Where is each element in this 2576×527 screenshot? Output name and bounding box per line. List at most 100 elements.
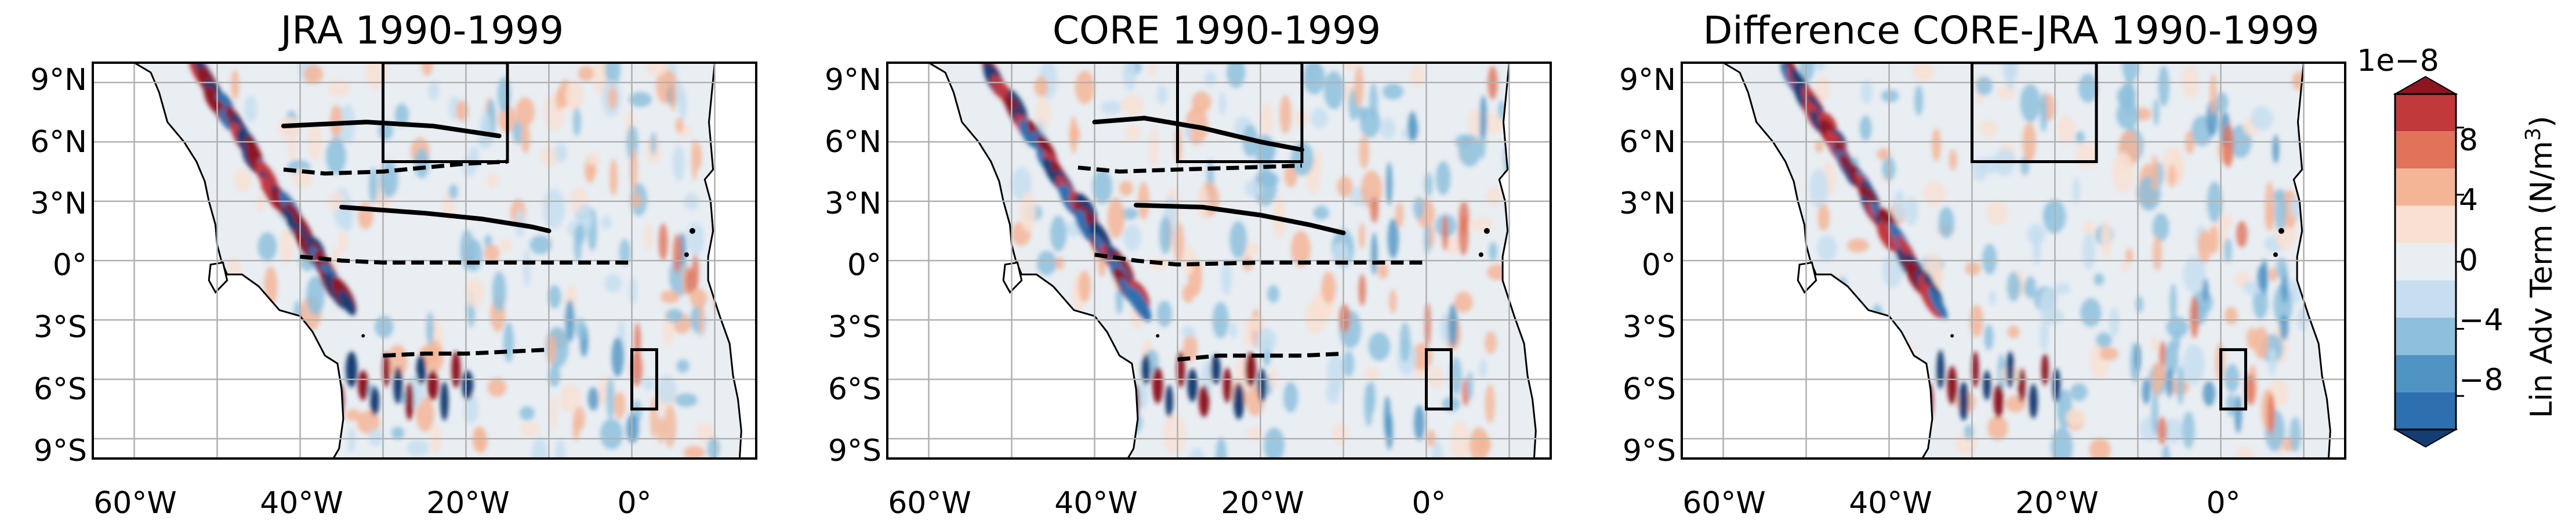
field-stripe bbox=[1257, 368, 1267, 402]
field-patch bbox=[1377, 263, 1388, 279]
field-patch bbox=[1938, 207, 1954, 239]
field-patch bbox=[1395, 202, 1404, 228]
field-patch bbox=[394, 103, 409, 127]
field-stripe bbox=[1983, 370, 1991, 400]
field-patch bbox=[1424, 224, 1431, 255]
field-patch bbox=[256, 193, 266, 212]
field-stripe bbox=[1165, 385, 1173, 418]
field-patch bbox=[2182, 412, 2195, 449]
field-patch bbox=[2151, 390, 2158, 434]
colorbar-tick-label: 4 bbox=[2459, 183, 2478, 218]
field-patch bbox=[672, 145, 685, 182]
field-patch bbox=[676, 359, 690, 373]
field-patch bbox=[1313, 205, 1329, 220]
field-patch bbox=[1431, 441, 1443, 459]
field-stripe bbox=[1222, 367, 1232, 403]
field-patch bbox=[1148, 63, 1156, 77]
contour-solid-line bbox=[1134, 203, 1346, 236]
colorbar-block bbox=[2395, 355, 2456, 392]
field-patch bbox=[1221, 259, 1232, 295]
field-patch bbox=[1458, 215, 1469, 255]
field-patch bbox=[1204, 71, 1217, 86]
field-patch bbox=[707, 437, 720, 459]
field-patch bbox=[231, 70, 240, 100]
field-patch bbox=[2075, 131, 2085, 143]
island-marker bbox=[684, 252, 689, 257]
field-patch bbox=[598, 375, 609, 406]
field-patch bbox=[1923, 181, 1946, 207]
field-patch bbox=[2056, 115, 2076, 145]
field-patch bbox=[634, 322, 641, 360]
field-patch bbox=[578, 66, 594, 81]
field-patch bbox=[2202, 278, 2209, 303]
field-patch bbox=[2109, 307, 2120, 337]
field-patch bbox=[1189, 447, 1205, 459]
field-stripe bbox=[2018, 368, 2026, 403]
field-patch bbox=[2082, 232, 2096, 270]
field-patch bbox=[1387, 218, 1399, 259]
field-patch bbox=[2234, 395, 2242, 434]
field-patch bbox=[428, 81, 440, 100]
field-patch bbox=[1979, 120, 1998, 138]
field-patch bbox=[2273, 284, 2292, 326]
field-patch bbox=[660, 290, 680, 304]
colorbar-label: Lin Adv Term (N/m3) bbox=[2521, 115, 2560, 418]
field-patch bbox=[1323, 71, 1344, 110]
field-stripe bbox=[346, 351, 358, 388]
field-patch bbox=[1156, 84, 1168, 104]
island-marker bbox=[689, 228, 695, 234]
field-patch bbox=[1358, 274, 1366, 306]
field-patch bbox=[2246, 327, 2258, 350]
field-patch bbox=[1034, 76, 1048, 97]
field-patch bbox=[1163, 414, 1186, 454]
map-frame bbox=[92, 62, 757, 460]
field-patch bbox=[1976, 76, 1993, 96]
colorbar-ticks bbox=[2456, 127, 2464, 397]
field-stripe bbox=[416, 354, 426, 385]
field-patch bbox=[1101, 100, 1122, 115]
field-patch bbox=[531, 437, 548, 459]
field-patch bbox=[600, 418, 623, 450]
field-patch bbox=[416, 396, 434, 432]
map-layer bbox=[886, 62, 1552, 460]
colorbar-blocks bbox=[2393, 75, 2458, 448]
field-patch bbox=[1070, 115, 1077, 154]
field-patch bbox=[306, 276, 325, 316]
field-stripe bbox=[1187, 369, 1198, 402]
y-tick-label: 0° bbox=[847, 248, 881, 283]
y-tick-label: 9°S bbox=[1623, 434, 1676, 468]
field-patch bbox=[1321, 272, 1336, 304]
field-patch bbox=[1149, 127, 1159, 167]
field-patch bbox=[626, 414, 639, 443]
field-patch bbox=[685, 268, 695, 294]
field-patch bbox=[2153, 98, 2160, 126]
field-patch bbox=[1119, 181, 1133, 196]
field-patch bbox=[1987, 415, 2008, 441]
y-tick-label: 6°N bbox=[30, 125, 87, 160]
field-patch bbox=[2080, 298, 2102, 327]
field-patch bbox=[683, 445, 705, 459]
island-marker bbox=[1156, 334, 1160, 338]
field-patch bbox=[2122, 63, 2139, 82]
panel-difference: Difference CORE-JRA 1990-1999 60°W 40°W … bbox=[1619, 8, 2346, 521]
field-patch bbox=[1078, 270, 1091, 302]
field-patch bbox=[1450, 420, 1470, 459]
field-patch bbox=[1964, 424, 1974, 440]
field-patch bbox=[2136, 295, 2143, 313]
field-stripe bbox=[440, 381, 449, 421]
field-stripe bbox=[1127, 286, 1152, 322]
field-patch bbox=[1949, 149, 1957, 171]
field-patch bbox=[503, 322, 514, 363]
field-patch bbox=[426, 312, 434, 345]
x-tick-label: 20°W bbox=[1221, 486, 1304, 521]
field-stripe bbox=[451, 351, 461, 388]
field-patch bbox=[2207, 181, 2222, 223]
field-patch bbox=[499, 239, 512, 252]
field-patch bbox=[340, 197, 354, 232]
field-patch bbox=[587, 164, 597, 177]
y-tick-label: 0° bbox=[1642, 248, 1676, 283]
field-patch bbox=[2279, 314, 2289, 341]
field-patch bbox=[2120, 259, 2129, 272]
field-patch bbox=[2112, 152, 2134, 193]
field-patch bbox=[1227, 63, 1246, 88]
